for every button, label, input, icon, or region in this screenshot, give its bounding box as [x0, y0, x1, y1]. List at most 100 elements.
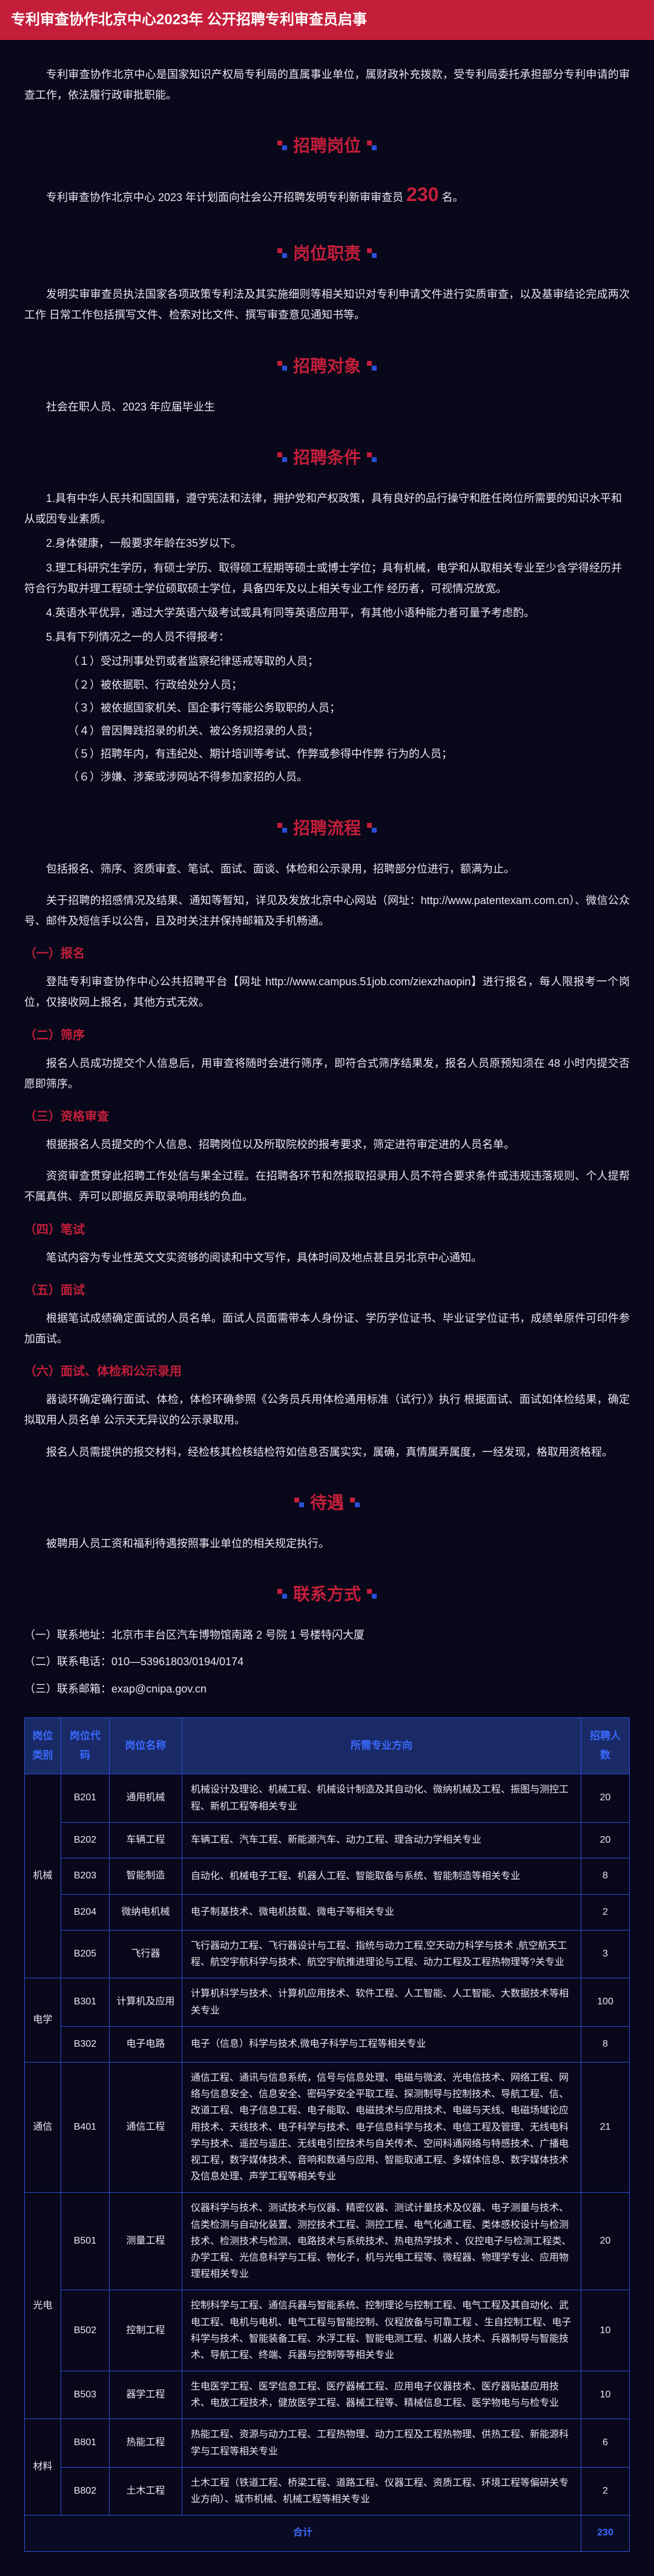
cell-name: 计算机及应用: [110, 1978, 182, 2026]
process-step-header: （二）筛序: [24, 1024, 630, 1047]
cell-code: B503: [61, 2371, 110, 2419]
process-step-header: （五）面试: [24, 1279, 630, 1302]
table-body: 机械B201通用机械机械设计及理论、机械工程、机械设计制造及其自动化、微纳机械及…: [25, 1774, 630, 2551]
contact-phone: （二）联系电话：010—53961803/0194/0174: [24, 1651, 630, 1672]
cell-name: 测量工程: [110, 2193, 182, 2290]
cell-name: 微纳电机械: [110, 1894, 182, 1930]
table-row: B203智能制造自动化、机械电子工程、机器人工程、智能取备与系统、智能制造等相关…: [25, 1858, 630, 1894]
cell-num: 8: [581, 2026, 630, 2062]
cell-major: 车辆工程、汽车工程、新能源汽车、动力工程、理含动力学相关专业: [182, 1822, 581, 1858]
cell-num: 20: [581, 1774, 630, 1822]
th-major: 所需专业方向: [182, 1717, 581, 1774]
heading-duties-text: 岗位职责: [293, 244, 361, 263]
positions-number: 230: [406, 183, 438, 205]
cell-code: B401: [61, 2062, 110, 2193]
cell-num: 100: [581, 1978, 630, 2026]
heading-conditions: 招聘条件: [24, 441, 630, 474]
cell-name: 土木工程: [110, 2467, 182, 2515]
process-notice: 关于招聘的招感情况及结果、通知等暂知，详见及发放北京中心网站（网址：http:/…: [24, 890, 630, 931]
table-row: B503器学工程生电医学工程、医学信息工程、医疗器械工程、应用电子仪器技术、医疗…: [25, 2371, 630, 2419]
exclude-item: （３）被依据国家机关、国企事行等能公务取职的人员；: [46, 698, 630, 718]
deco-icon: [367, 248, 377, 258]
condition-item: 4.英语水平优异，通过大学英语六级考试或具有同等英语应用平，有其他小语种能力者可…: [24, 603, 630, 623]
condition-item: 2.身体健康，一般要求年龄在35岁以下。: [24, 533, 630, 553]
deco-icon: [277, 1589, 287, 1599]
cell-name: 电子电路: [110, 2026, 182, 2062]
process-step-text: 根据报名人员提交的个人信息、招聘岗位以及所取院校的报考要求，筛定进符审定进的人员…: [24, 1134, 630, 1155]
positions-text: 专利审查协作北京中心 2023 年计划面向社会公开招聘发明专利新审审查员 230…: [24, 176, 630, 213]
process-intro: 包括报名、筛序、资质审查、笔试、面试、面谈、体检和公示录用，招聘部分位进行，额满…: [24, 859, 630, 879]
heading-target: 招聘对象: [24, 350, 630, 382]
process-step-header: （一）报名: [24, 942, 630, 965]
deco-icon: [367, 823, 377, 833]
exclude-item: （２）被依据职、行政给处分人员；: [46, 675, 630, 695]
cell-name: 智能制造: [110, 1858, 182, 1894]
cell-code: B301: [61, 1978, 110, 2026]
deco-icon: [277, 361, 287, 371]
cell-name: 通用机械: [110, 1774, 182, 1822]
deco-icon: [367, 140, 377, 150]
process-step-text: 根据笔试成绩确定面试的人员名单。面试人员面需带本人身份证、学历学位证书、毕业证学…: [24, 1308, 630, 1349]
cell-category: 通信: [25, 2062, 61, 2193]
table-row: 材料B801热能工程热能工程、资源与动力工程、工程热物理、动力工程及工程热物理、…: [25, 2419, 630, 2467]
cell-num: 3: [581, 1930, 630, 1978]
exclude-item: （６）涉嫌、涉案或涉网站不得参加家招的人员。: [46, 767, 630, 787]
heading-contact: 联系方式: [24, 1578, 630, 1610]
exclude-item: （５）招聘年内，有违纪处、期计培训等考试、作弊或参得中作弊 行为的人员；: [46, 744, 630, 764]
heading-treatment: 待遇: [24, 1487, 630, 1519]
cell-category: 材料: [25, 2419, 61, 2515]
condition-item: 5.具有下列情况之一的人员不得报考：: [24, 627, 630, 647]
cell-major: 电子制基技术、微电机技载、微电子等相关专业: [182, 1894, 581, 1930]
deco-icon: [277, 823, 287, 833]
cell-code: B302: [61, 2026, 110, 2062]
duties-text: 发明实审审查员执法国家各项政策专利法及其实施细则等相关知识对专利申请文件进行实质…: [24, 284, 630, 325]
cell-name: 飞行器: [110, 1930, 182, 1978]
cell-major: 控制科学与工程、通信兵器与智能系统、控制理论与控制工程、电气工程及其自动化、武电…: [182, 2290, 581, 2371]
heading-duties: 岗位职责: [24, 237, 630, 269]
cell-major: 飞行器动力工程、飞行器设计与工程、指统与动力工程,空天动力科学与技术 ,航空航天…: [182, 1930, 581, 1978]
process-step-header: （三）资格审查: [24, 1105, 630, 1128]
heading-target-text: 招聘对象: [293, 357, 361, 375]
cell-category: 光电: [25, 2193, 61, 2419]
exclude-item: （１）受过刑事处罚或者监察纪律惩戒等取的人员；: [46, 651, 630, 672]
table-row: 通信B401通信工程通信工程、通讯与信息系统，信号与信息处理、电磁与微波、光电信…: [25, 2062, 630, 2193]
process-step-header: （六）面试、体检和公示录用: [24, 1360, 630, 1383]
table-row: 光电B501测量工程仪器科学与技术、测试技术与仪器、精密仪器、测试计量技术及仪器…: [25, 2193, 630, 2290]
cell-major: 计算机科学与技术、计算机应用技术、软件工程、人工智能、人工智能、大数据技术等相关…: [182, 1978, 581, 2026]
cell-code: B204: [61, 1894, 110, 1930]
process-step-text: 登陆专利审查协作中心公共招聘平台【网址 http://www.campus.51…: [24, 971, 630, 1012]
cell-major: 仪器科学与技术、测试技术与仪器、精密仪器、测试计量技术及仪器、电子测量与技术、信…: [182, 2193, 581, 2290]
cell-num: 10: [581, 2371, 630, 2419]
cell-num: 6: [581, 2419, 630, 2467]
cell-category: 机械: [25, 1774, 61, 1978]
process-step-text: 报名人员需提供的报交材料，经检核其检核结检符如信息否属实实，属确，真情属弄属度，…: [24, 1442, 630, 1462]
cell-major: 土木工程（铁道工程、桥梁工程、道路工程、仪器工程、资质工程、环境工程等偏研关专业…: [182, 2467, 581, 2515]
cell-code: B501: [61, 2193, 110, 2290]
table-row: B204微纳电机械电子制基技术、微电机技载、微电子等相关专业2: [25, 1894, 630, 1930]
cell-code: B801: [61, 2419, 110, 2467]
cell-num: 8: [581, 1858, 630, 1894]
deco-icon: [277, 140, 287, 150]
conditions-block: 1.具有中华人民共和国国籍，遵守宪法和法律，拥护党和产权政策，具有良好的品行操守…: [24, 488, 630, 787]
heading-treatment-text: 待遇: [310, 1493, 344, 1512]
heading-contact-text: 联系方式: [293, 1585, 361, 1603]
table-row: 电学B301计算机及应用计算机科学与技术、计算机应用技术、软件工程、人工智能、人…: [25, 1978, 630, 2026]
contact-address: （一）联系地址：北京市丰台区汽车博物馆南路 2 号院 1 号楼特闪大厦: [24, 1625, 630, 1645]
process-steps: （一）报名登陆专利审查协作中心公共招聘平台【网址 http://www.camp…: [24, 942, 630, 1462]
table-row: B502控制工程控制科学与工程、通信兵器与智能系统、控制理论与控制工程、电气工程…: [25, 2290, 630, 2371]
th-category: 岗位类别: [25, 1717, 61, 1774]
cell-code: B502: [61, 2290, 110, 2371]
cell-num: 10: [581, 2290, 630, 2371]
content-area: 专利审查协作北京中心是国家知识产权局专利局的直属事业单位，属财政补充拨款，受专利…: [0, 64, 654, 2576]
deco-icon: [277, 452, 287, 462]
table-row: B802土木工程土木工程（铁道工程、桥梁工程、道路工程、仪器工程、资质工程、环境…: [25, 2467, 630, 2515]
process-step-header: （四）笔试: [24, 1218, 630, 1241]
deco-icon: [294, 1498, 304, 1507]
excludes-block: （１）受过刑事处罚或者监察纪律惩戒等取的人员； （２）被依据职、行政给处分人员；…: [24, 651, 630, 787]
target-text: 社会在职人员、2023 年应届毕业生: [24, 397, 630, 417]
table-row: B202车辆工程车辆工程、汽车工程、新能源汽车、动力工程、理含动力学相关专业20: [25, 1822, 630, 1858]
cell-code: B202: [61, 1822, 110, 1858]
table-header-row: 岗位类别 岗位代码 岗位名称 所需专业方向 招聘人数: [25, 1717, 630, 1774]
deco-icon: [367, 361, 377, 371]
cell-num: 2: [581, 1894, 630, 1930]
